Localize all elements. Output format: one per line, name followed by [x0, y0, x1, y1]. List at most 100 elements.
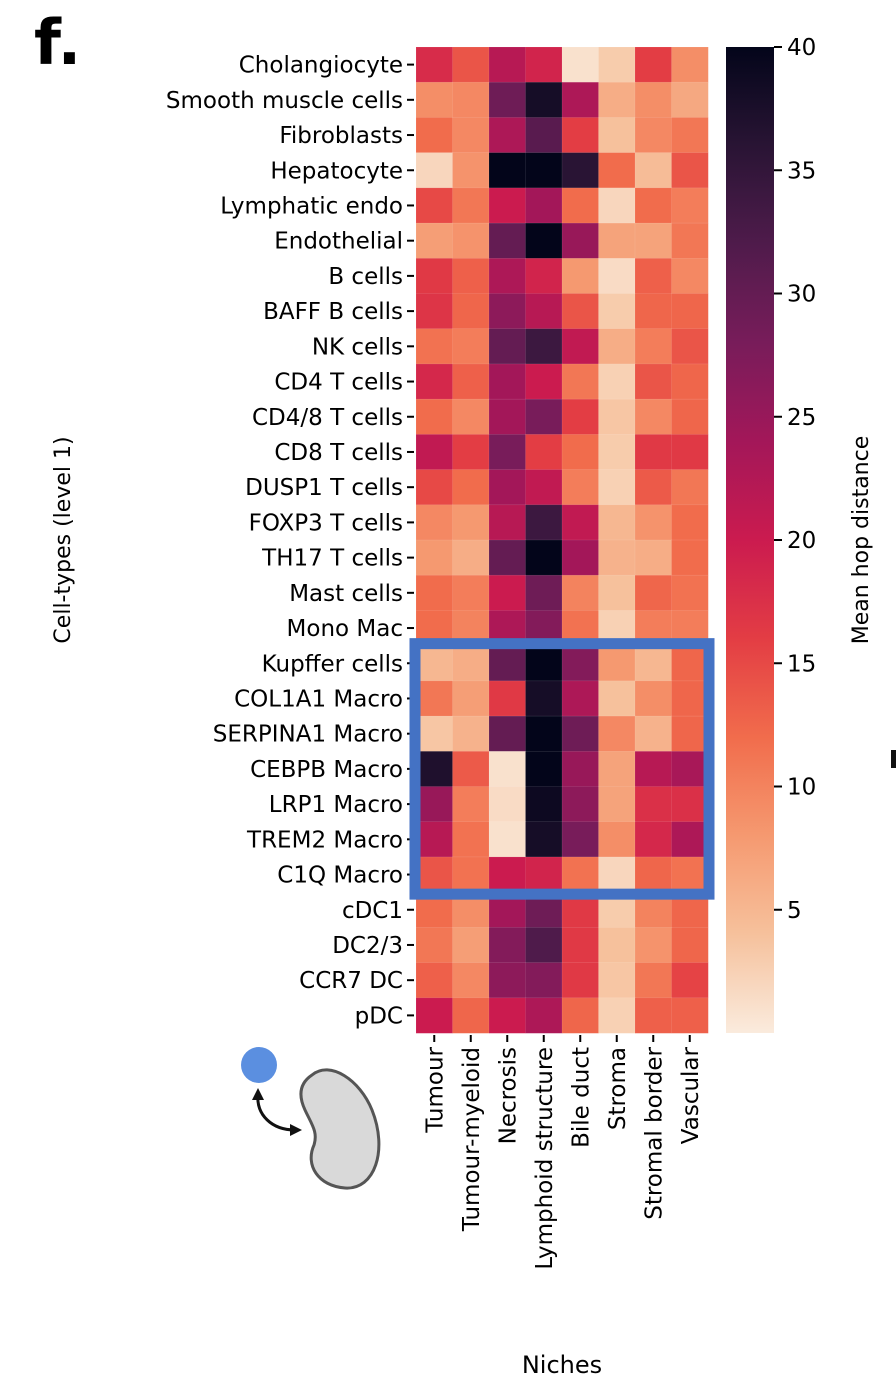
heatmap-cell [671, 962, 709, 999]
heatmap-cell [671, 715, 709, 752]
heatmap-cell [671, 117, 709, 154]
highlight-box [409, 638, 715, 900]
heatmap-cell [598, 786, 636, 823]
heatmap-cell [598, 680, 636, 717]
heatmap-cell [452, 293, 490, 330]
heatmap-cell [671, 750, 709, 788]
heatmap-cell [415, 328, 454, 365]
heatmap-cell [598, 363, 636, 400]
y-tick-label: LRP1 Macro [269, 792, 403, 818]
heatmap-cell [598, 257, 636, 295]
heatmap-cell [488, 821, 527, 858]
heatmap-cell [671, 786, 709, 823]
heatmap-cell [452, 257, 490, 295]
heatmap-cell [488, 328, 527, 365]
heatmap-cell [634, 997, 673, 1034]
colorbar: 5 10 15 20 25 30 35 40 [726, 35, 816, 1033]
heatmap-cell [561, 293, 600, 330]
heatmap-cell [525, 434, 563, 471]
heatmap-cell [452, 434, 490, 471]
heatmap-cell [525, 187, 563, 224]
heatmap-cell [525, 539, 563, 576]
heatmap-cell [415, 962, 454, 999]
heatmap-cell [598, 187, 636, 224]
y-tick-label: CD4 T cells [274, 370, 403, 396]
y-tick-label: Endothelial [274, 229, 403, 255]
heatmap-cell [452, 46, 490, 83]
cell-niche-interaction-icon [241, 1047, 381, 1190]
y-tick-label: Lymphatic endo [220, 193, 403, 219]
heatmap-cell [452, 328, 490, 365]
heatmap-cell [415, 786, 454, 823]
heatmap-cell [488, 715, 527, 752]
heatmap-cell [634, 328, 673, 365]
heatmap-cell [634, 257, 673, 295]
heatmap-cell [415, 293, 454, 330]
heatmap-cell [488, 187, 527, 224]
heatmap-cell [525, 328, 563, 365]
heatmap-cell [634, 821, 673, 858]
heatmap-cell [452, 363, 490, 400]
y-tick-label: DUSP1 T cells [245, 475, 403, 501]
heatmap-cell [598, 81, 636, 119]
heatmap-cell [415, 187, 454, 224]
heatmap-cell [634, 962, 673, 999]
heatmap-cell [415, 222, 454, 259]
x-tick-labels: Tumour Tumour-myeloid Necrosis Lymphoid str… [422, 1035, 704, 1270]
niche-blob-icon [299, 1068, 381, 1190]
x-tick-label: Vascular [678, 1046, 704, 1144]
colorbar-tick-label: 40 [787, 35, 816, 61]
heatmap-cell [671, 927, 709, 964]
heatmap-cell [452, 997, 490, 1034]
heatmap-cell [561, 645, 600, 682]
heatmap-cell [488, 46, 527, 83]
cell-dot-icon [241, 1047, 277, 1083]
heatmap-cell [634, 363, 673, 400]
heatmap-cell [525, 81, 563, 119]
heatmap-cell [488, 539, 527, 576]
heatmap-cell [415, 750, 454, 788]
heatmap-cell [488, 645, 527, 682]
heatmap-cell [525, 821, 563, 858]
heatmap-cell [452, 539, 490, 576]
y-tick-label: CEBPB Macro [250, 757, 403, 783]
heatmap-cell [634, 574, 673, 612]
colorbar-label: Mean hop distance [849, 436, 874, 645]
colorbar-tick-label: 5 [787, 898, 802, 924]
heatmap-cell [561, 398, 600, 435]
heatmap-cell [415, 856, 454, 893]
heatmap-cell [415, 81, 454, 119]
heatmap-cell [598, 574, 636, 612]
heatmap-cell [634, 715, 673, 752]
heatmap-cell [634, 927, 673, 964]
heatmap-cell [561, 821, 600, 858]
heatmap-cell [452, 962, 490, 999]
heatmap-cell [634, 81, 673, 119]
heatmap-cell [598, 715, 636, 752]
heatmap-cell [525, 927, 563, 964]
heatmap-cell [634, 539, 673, 576]
heatmap-cell [561, 962, 600, 999]
y-tick-label: FOXP3 T cells [249, 510, 403, 536]
heatmap-cell [634, 750, 673, 788]
heatmap-cell [452, 715, 490, 752]
heatmap-cell [598, 504, 636, 541]
y-tick-label: pDC [355, 1003, 403, 1029]
heatmap-cell [452, 504, 490, 541]
heatmap-cell [415, 504, 454, 541]
stray-mark [891, 750, 896, 768]
heatmap-cell [634, 786, 673, 823]
heatmap-cell [671, 363, 709, 400]
y-tick-label: TH17 T cells [261, 546, 403, 572]
heatmap-cell [415, 821, 454, 858]
heatmap-cell [488, 222, 527, 259]
y-axis-label: Cell-types (level 1) [51, 436, 76, 643]
heatmap-cell [525, 645, 563, 682]
y-tick-label: Mono Mac [287, 616, 403, 642]
heatmap-cell [488, 997, 527, 1034]
heatmap-cell [488, 856, 527, 893]
y-tick-label: DC2/3 [332, 933, 403, 959]
heatmap-cell [415, 469, 454, 506]
y-tick-label: CCR7 DC [299, 968, 403, 994]
heatmap-cell [634, 469, 673, 506]
